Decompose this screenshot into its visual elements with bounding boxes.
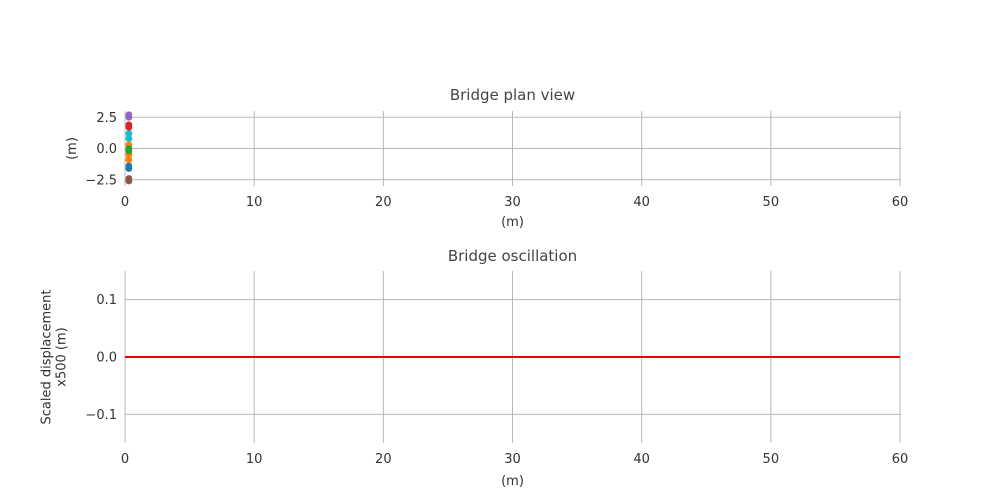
y-axis-label: (m): [65, 137, 80, 160]
x-tick-label: 0: [121, 452, 129, 467]
column-marker: [125, 175, 133, 182]
x-tick-label: 60: [892, 452, 909, 467]
column-marker: [125, 162, 133, 170]
x-tick-label: 20: [375, 195, 392, 210]
y-tick-label: 2.5: [96, 111, 117, 126]
x-tick-label: 0: [121, 195, 129, 210]
y-tick-label: 0.1: [96, 293, 117, 308]
column-marker: [125, 111, 133, 119]
oscillation-chart: 0 10 20 30 40 50 60 0.1 0.0 −0.1 Bridge oscillatio…: [40, 247, 909, 489]
plan-view-chart: 0 10 20 30 40 50 60 2.5 0.0 −2.5 Bridge plan view (…: [65, 86, 908, 230]
x-axis-label: (m): [501, 474, 524, 489]
y-tick-label: 0.0: [96, 351, 117, 366]
x-tick-label: 10: [246, 452, 263, 467]
chart-title: Bridge plan view: [450, 86, 575, 104]
x-tick-label: 40: [633, 195, 650, 210]
x-axis-label: (m): [501, 215, 524, 230]
y-axis-label: Scaled displacement: [40, 290, 55, 425]
chart-title: Bridge oscillation: [448, 247, 577, 265]
column-marker: [125, 121, 133, 129]
x-tick-label: 40: [633, 452, 650, 467]
y-axis-label: x500 (m): [55, 327, 70, 386]
x-tick-label: 20: [375, 452, 392, 467]
column-marker: [125, 135, 133, 142]
y-tick-label: −0.1: [85, 408, 117, 423]
x-tick-label: 50: [763, 195, 780, 210]
column-marker: [125, 145, 133, 152]
x-tick-label: 10: [246, 195, 263, 210]
y-tick-label: 0.0: [96, 142, 117, 157]
x-tick-label: 60: [892, 195, 909, 210]
x-tick-label: 50: [763, 452, 780, 467]
x-tick-label: 30: [504, 195, 521, 210]
y-tick-label: −2.5: [85, 173, 117, 188]
x-tick-label: 30: [504, 452, 521, 467]
column-marker: [125, 130, 133, 137]
column-marker: [125, 156, 133, 164]
